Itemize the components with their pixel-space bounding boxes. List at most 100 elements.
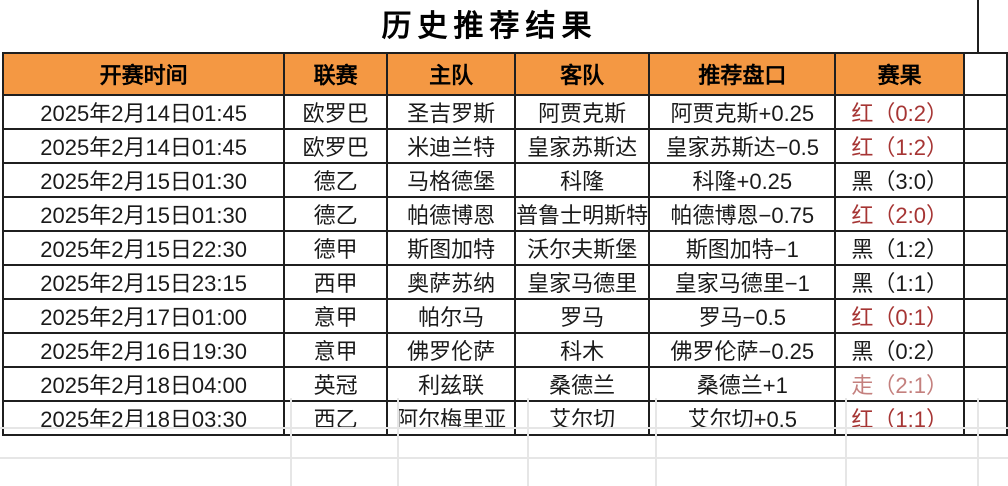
col-header-time: 开赛时间 — [1, 52, 286, 96]
cell-time: 2025年2月15日01:30 — [1, 162, 286, 198]
cell-league: 德乙 — [283, 162, 389, 198]
cell-home: 圣吉罗斯 — [386, 94, 517, 130]
cell-home: 阿尔梅里亚 — [386, 400, 517, 436]
cell-home: 利兹联 — [386, 366, 517, 402]
cell-home: 斯图加特 — [386, 230, 517, 266]
col-header-home: 主队 — [386, 52, 517, 96]
grid-line-vertical — [845, 398, 847, 486]
cell-home: 帕尔马 — [386, 298, 517, 334]
cell-handicap: 皇家马德里−1 — [648, 264, 837, 300]
cell-league: 西乙 — [283, 400, 389, 436]
cell-result: 红（2:0） — [834, 196, 965, 232]
cell-handicap: 佛罗伦萨−0.25 — [648, 332, 837, 368]
table-row: 2025年2月18日03:30 西乙 阿尔梅里亚 艾尔切 艾尔切+0.5 红（1… — [1, 400, 1008, 436]
cell-home: 马格德堡 — [386, 162, 517, 198]
cell-away: 沃尔夫斯堡 — [514, 230, 651, 266]
table-row: 2025年2月15日23:15 西甲 奥萨苏纳 皇家马德里 皇家马德里−1 黑（… — [1, 264, 1008, 300]
results-table: 开赛时间 联赛 主队 客队 推荐盘口 赛果 2025年2月14日01:45 欧罗… — [1, 52, 1008, 436]
cell-handicap: 桑德兰+1 — [648, 366, 837, 402]
cell-handicap: 科隆+0.25 — [648, 162, 837, 198]
cell-league: 欧罗巴 — [283, 94, 389, 130]
cell-league: 英冠 — [283, 366, 389, 402]
grid-line-vertical — [977, 398, 979, 486]
col-header-result: 赛果 — [834, 52, 965, 96]
cell-result: 黑（3:0） — [834, 162, 965, 198]
table-row: 2025年2月18日04:00 英冠 利兹联 桑德兰 桑德兰+1 走（2:1） — [1, 366, 1008, 402]
cell-away: 阿贾克斯 — [514, 94, 651, 130]
cell-away: 罗马 — [514, 298, 651, 334]
cell-result: 红（0:2） — [834, 94, 965, 130]
table-row: 2025年2月15日22:30 德甲 斯图加特 沃尔夫斯堡 斯图加特−1 黑（1… — [1, 230, 1008, 266]
cell-away: 艾尔切 — [514, 400, 651, 436]
cell-league: 德甲 — [283, 230, 389, 266]
cell-away: 普鲁士明斯特 — [514, 196, 651, 232]
table-row: 2025年2月14日01:45 欧罗巴 米迪兰特 皇家苏斯达 皇家苏斯达−0.5… — [1, 128, 1008, 164]
table-row: 2025年2月17日01:00 意甲 帕尔马 罗马 罗马−0.5 红（0:1） — [1, 298, 1008, 334]
table-row: 2025年2月16日19:30 意甲 佛罗伦萨 科木 佛罗伦萨−0.25 黑（0… — [1, 332, 1008, 368]
cell-handicap: 阿贾克斯+0.25 — [648, 94, 837, 130]
cell-time: 2025年2月15日01:30 — [1, 196, 286, 232]
col-header-empty — [962, 52, 1008, 96]
grid-line-horizontal — [0, 427, 1008, 429]
grid-line-vertical — [527, 398, 529, 486]
cell-time: 2025年2月18日03:30 — [1, 400, 286, 436]
table-row: 2025年2月15日01:30 德乙 帕德博恩 普鲁士明斯特 帕德博恩−0.75… — [1, 196, 1008, 232]
cell-empty — [962, 264, 1008, 300]
header-row: 开赛时间 联赛 主队 客队 推荐盘口 赛果 — [1, 52, 1008, 96]
cell-home: 米迪兰特 — [386, 128, 517, 164]
grid-line-horizontal — [0, 457, 1008, 459]
cell-away: 科木 — [514, 332, 651, 368]
cell-time: 2025年2月16日19:30 — [1, 332, 286, 368]
cell-result: 黑（1:2） — [834, 230, 965, 266]
cell-league: 德乙 — [283, 196, 389, 232]
grid-line-vertical-top-right — [977, 0, 979, 54]
cell-time: 2025年2月18日04:00 — [1, 366, 286, 402]
table-row: 2025年2月14日01:45 欧罗巴 圣吉罗斯 阿贾克斯 阿贾克斯+0.25 … — [1, 94, 1008, 130]
col-header-handicap: 推荐盘口 — [648, 52, 837, 96]
cell-league: 意甲 — [283, 298, 389, 334]
cell-empty — [962, 196, 1008, 232]
cell-away: 科隆 — [514, 162, 651, 198]
cell-handicap: 皇家苏斯达−0.5 — [648, 128, 837, 164]
cell-time: 2025年2月17日01:00 — [1, 298, 286, 334]
cell-empty — [962, 332, 1008, 368]
cell-away: 皇家苏斯达 — [514, 128, 651, 164]
cell-handicap: 斯图加特−1 — [648, 230, 837, 266]
cell-time: 2025年2月14日01:45 — [1, 94, 286, 130]
cell-empty — [962, 94, 1008, 130]
cell-empty — [962, 230, 1008, 266]
cell-result: 红（1:1） — [834, 400, 965, 436]
cell-empty — [962, 366, 1008, 402]
cell-league: 欧罗巴 — [283, 128, 389, 164]
cell-time: 2025年2月15日22:30 — [1, 230, 286, 266]
results-table-body: 2025年2月14日01:45 欧罗巴 圣吉罗斯 阿贾克斯 阿贾克斯+0.25 … — [1, 94, 1008, 436]
cell-time: 2025年2月14日01:45 — [1, 128, 286, 164]
cell-empty — [962, 128, 1008, 164]
cell-result: 红（0:1） — [834, 298, 965, 334]
cell-empty — [962, 298, 1008, 334]
grid-line-vertical — [655, 398, 657, 486]
cell-home: 佛罗伦萨 — [386, 332, 517, 368]
cell-away: 皇家马德里 — [514, 264, 651, 300]
col-header-league: 联赛 — [283, 52, 389, 96]
cell-result: 黑（1:1） — [834, 264, 965, 300]
table-row: 2025年2月15日01:30 德乙 马格德堡 科隆 科隆+0.25 黑（3:0… — [1, 162, 1008, 198]
cell-result: 走（2:1） — [834, 366, 965, 402]
grid-line-vertical — [397, 398, 399, 486]
cell-away: 桑德兰 — [514, 366, 651, 402]
grid-line-vertical — [290, 398, 292, 486]
col-header-away: 客队 — [514, 52, 651, 96]
page-title: 历史推荐结果 — [381, 10, 598, 43]
cell-result: 红（1:2） — [834, 128, 965, 164]
cell-home: 帕德博恩 — [386, 196, 517, 232]
cell-handicap: 罗马−0.5 — [648, 298, 837, 334]
cell-empty — [962, 400, 1008, 436]
cell-empty — [962, 162, 1008, 198]
cell-league: 意甲 — [283, 332, 389, 368]
cell-league: 西甲 — [283, 264, 389, 300]
cell-handicap: 帕德博恩−0.75 — [648, 196, 837, 232]
cell-result: 黑（0:2） — [834, 332, 965, 368]
cell-handicap: 艾尔切+0.5 — [648, 400, 837, 436]
cell-home: 奥萨苏纳 — [386, 264, 517, 300]
